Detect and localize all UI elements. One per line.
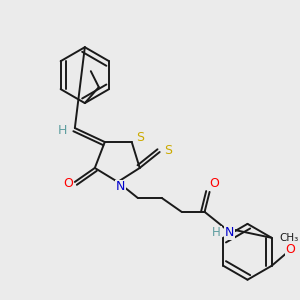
Text: O: O	[210, 177, 220, 190]
Text: S: S	[136, 130, 144, 143]
Text: H: H	[58, 124, 68, 136]
Text: O: O	[63, 177, 73, 190]
Text: H: H	[212, 226, 221, 239]
Text: O: O	[286, 243, 296, 256]
Text: S: S	[164, 143, 172, 157]
Text: CH₃: CH₃	[279, 233, 298, 243]
Text: N: N	[225, 226, 234, 239]
Text: N: N	[116, 180, 125, 194]
